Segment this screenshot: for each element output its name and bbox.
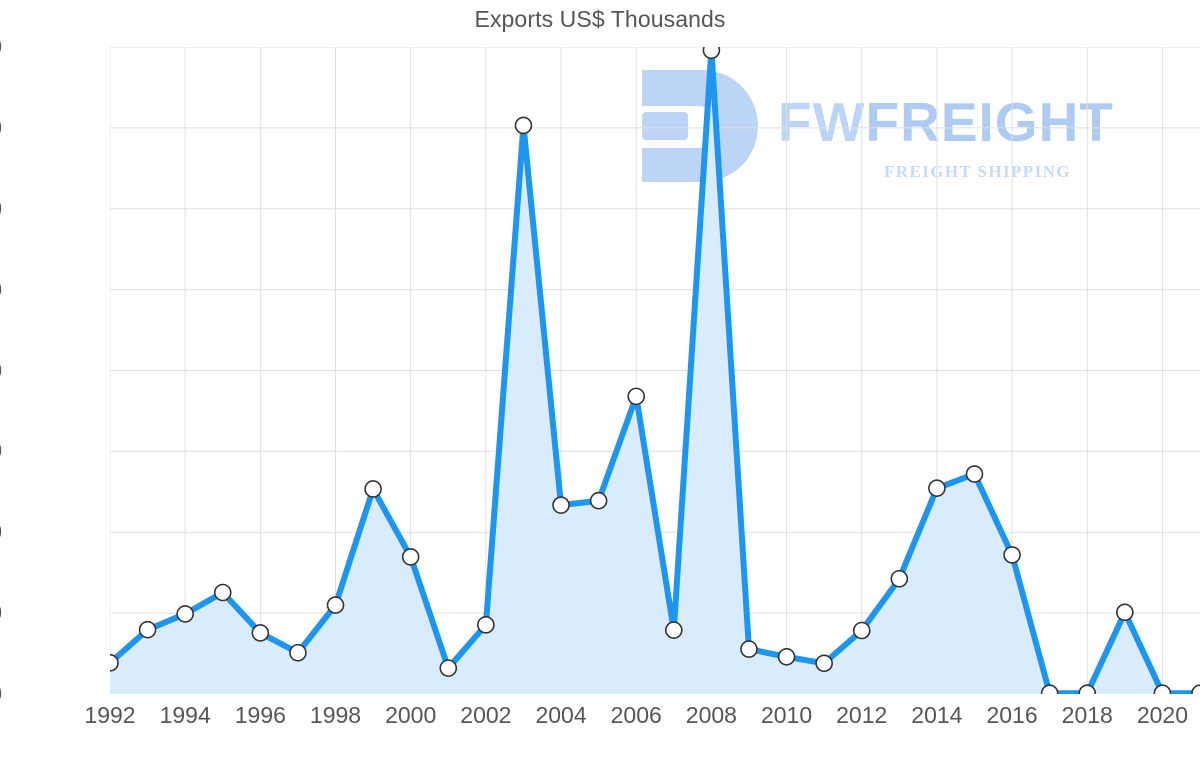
data-point-marker[interactable] bbox=[477, 616, 495, 634]
x-axis-tick-label: 2004 bbox=[535, 702, 587, 728]
y-axis-tick-label: 100 000 bbox=[0, 276, 2, 303]
x-axis-tick-label: 2012 bbox=[836, 702, 888, 728]
x-axis-tick-label: 1994 bbox=[159, 702, 211, 728]
y-axis-tick-label: 120 000 bbox=[0, 195, 2, 222]
data-point-marker[interactable] bbox=[777, 647, 796, 666]
y-axis-tick-label: 40 000 bbox=[0, 519, 2, 546]
x-axis-tick-label: 1998 bbox=[309, 702, 362, 728]
x-axis-tick-label: 2014 bbox=[911, 702, 963, 728]
y-axis-tick-label: 140 000 bbox=[0, 114, 2, 141]
data-point-marker[interactable] bbox=[213, 583, 232, 602]
y-axis-tick-label: 60 000 bbox=[0, 438, 2, 465]
plot-area bbox=[110, 47, 1200, 694]
series-markers bbox=[110, 47, 1200, 694]
x-axis-tick-label: 2016 bbox=[986, 702, 1038, 728]
y-axis-tick-label: 160 000 bbox=[0, 34, 2, 61]
x-axis-tick-label: 2008 bbox=[685, 702, 737, 728]
data-point-marker[interactable] bbox=[1191, 684, 1200, 694]
data-point-marker[interactable] bbox=[1153, 684, 1172, 694]
data-point-marker[interactable] bbox=[1040, 684, 1059, 694]
data-point-marker[interactable] bbox=[514, 116, 533, 135]
data-point-marker[interactable] bbox=[326, 596, 345, 614]
data-point-marker[interactable] bbox=[1003, 546, 1021, 564]
plot-svg bbox=[110, 47, 1200, 694]
x-axis-tick-label: 1996 bbox=[234, 702, 286, 728]
data-point-marker[interactable] bbox=[1078, 684, 1097, 694]
x-axis-tick-label: 2000 bbox=[385, 702, 437, 728]
data-point-marker[interactable] bbox=[928, 479, 946, 497]
data-point-marker[interactable] bbox=[364, 480, 382, 498]
x-axis-tick-label: 2018 bbox=[1061, 702, 1113, 728]
data-point-marker[interactable] bbox=[110, 654, 119, 672]
y-axis-tick-label: 0 bbox=[0, 681, 2, 708]
data-point-marker[interactable] bbox=[589, 491, 608, 510]
y-axis-tick-label: 20 000 bbox=[0, 600, 2, 627]
data-point-marker[interactable] bbox=[815, 654, 833, 673]
data-point-marker[interactable] bbox=[401, 548, 420, 566]
data-point-marker[interactable] bbox=[439, 659, 458, 677]
series-area-fill bbox=[110, 50, 1200, 694]
data-point-marker[interactable] bbox=[176, 605, 194, 623]
x-axis-tick-label: 1992 bbox=[84, 702, 136, 728]
data-point-marker[interactable] bbox=[552, 496, 570, 514]
y-axis-tick-label: 80 000 bbox=[0, 357, 2, 384]
x-axis-tick-label: 2010 bbox=[760, 702, 813, 728]
chart-title: Exports US$ Thousands bbox=[474, 6, 726, 32]
data-point-marker[interactable] bbox=[890, 569, 909, 588]
data-point-marker[interactable] bbox=[740, 640, 758, 658]
data-point-marker[interactable] bbox=[852, 621, 871, 640]
data-point-marker[interactable] bbox=[627, 387, 646, 406]
x-axis-tick-label: 2002 bbox=[460, 702, 512, 728]
data-point-marker[interactable] bbox=[251, 624, 270, 642]
x-axis-tick-label: 2020 bbox=[1136, 702, 1188, 728]
data-point-marker[interactable] bbox=[702, 47, 721, 60]
data-point-marker[interactable] bbox=[138, 620, 157, 639]
data-point-marker[interactable] bbox=[289, 643, 307, 662]
data-point-marker[interactable] bbox=[1116, 603, 1134, 622]
data-point-marker[interactable] bbox=[664, 621, 683, 639]
data-point-marker[interactable] bbox=[965, 465, 984, 483]
x-axis-tick-label: 2006 bbox=[610, 702, 662, 728]
